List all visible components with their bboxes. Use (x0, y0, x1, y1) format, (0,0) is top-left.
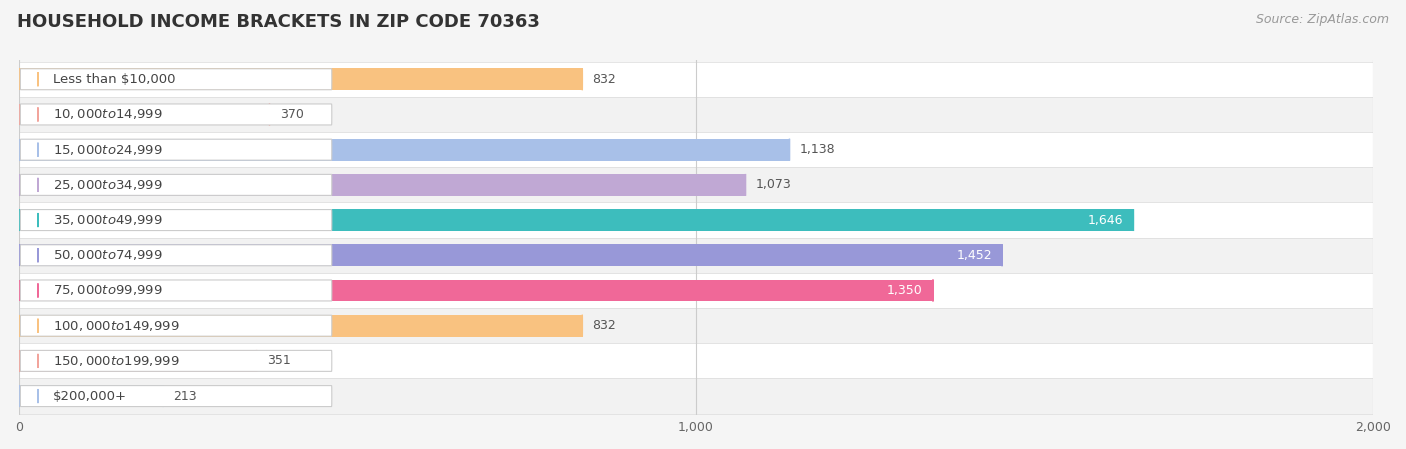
Text: $200,000+: $200,000+ (53, 390, 127, 403)
Bar (20, 350, 257, 372)
FancyBboxPatch shape (20, 174, 332, 195)
Bar (20, 315, 582, 337)
Text: Less than $10,000: Less than $10,000 (53, 73, 176, 86)
FancyBboxPatch shape (20, 379, 1374, 414)
FancyBboxPatch shape (20, 69, 332, 90)
Text: 370: 370 (280, 108, 304, 121)
FancyBboxPatch shape (20, 386, 332, 407)
FancyBboxPatch shape (20, 273, 1374, 308)
Text: $10,000 to $14,999: $10,000 to $14,999 (53, 107, 163, 122)
Text: Source: ZipAtlas.com: Source: ZipAtlas.com (1256, 13, 1389, 26)
FancyBboxPatch shape (20, 238, 1374, 273)
FancyBboxPatch shape (20, 132, 1374, 167)
Text: $75,000 to $99,999: $75,000 to $99,999 (53, 283, 163, 298)
FancyBboxPatch shape (20, 210, 332, 230)
Bar (20, 104, 270, 125)
Bar (20, 68, 582, 90)
Text: 1,350: 1,350 (887, 284, 922, 297)
FancyBboxPatch shape (20, 245, 332, 266)
FancyBboxPatch shape (20, 202, 1374, 238)
Text: $35,000 to $49,999: $35,000 to $49,999 (53, 213, 163, 227)
FancyBboxPatch shape (20, 343, 1374, 379)
Text: 1,138: 1,138 (800, 143, 835, 156)
Text: 832: 832 (592, 319, 616, 332)
Bar (20, 244, 1002, 266)
Text: $15,000 to $24,999: $15,000 to $24,999 (53, 143, 163, 157)
Text: 351: 351 (267, 354, 291, 367)
FancyBboxPatch shape (20, 62, 1374, 97)
Text: $50,000 to $74,999: $50,000 to $74,999 (53, 248, 163, 262)
FancyBboxPatch shape (20, 308, 1374, 343)
Text: 1,073: 1,073 (755, 178, 792, 191)
FancyBboxPatch shape (20, 167, 1374, 202)
FancyBboxPatch shape (20, 97, 1374, 132)
FancyBboxPatch shape (20, 350, 332, 371)
FancyBboxPatch shape (20, 139, 332, 160)
Text: HOUSEHOLD INCOME BRACKETS IN ZIP CODE 70363: HOUSEHOLD INCOME BRACKETS IN ZIP CODE 70… (17, 13, 540, 31)
Text: 832: 832 (592, 73, 616, 86)
FancyBboxPatch shape (20, 280, 332, 301)
Text: 213: 213 (173, 390, 197, 403)
Text: $150,000 to $199,999: $150,000 to $199,999 (53, 354, 180, 368)
Bar (20, 174, 745, 196)
Bar (20, 280, 934, 301)
Text: 1,452: 1,452 (956, 249, 991, 262)
Bar (20, 139, 789, 161)
Text: 1,646: 1,646 (1088, 214, 1123, 227)
FancyBboxPatch shape (20, 104, 332, 125)
Text: $100,000 to $149,999: $100,000 to $149,999 (53, 319, 180, 333)
Text: $25,000 to $34,999: $25,000 to $34,999 (53, 178, 163, 192)
Bar (20, 209, 1133, 231)
Bar (20, 385, 163, 407)
FancyBboxPatch shape (20, 315, 332, 336)
